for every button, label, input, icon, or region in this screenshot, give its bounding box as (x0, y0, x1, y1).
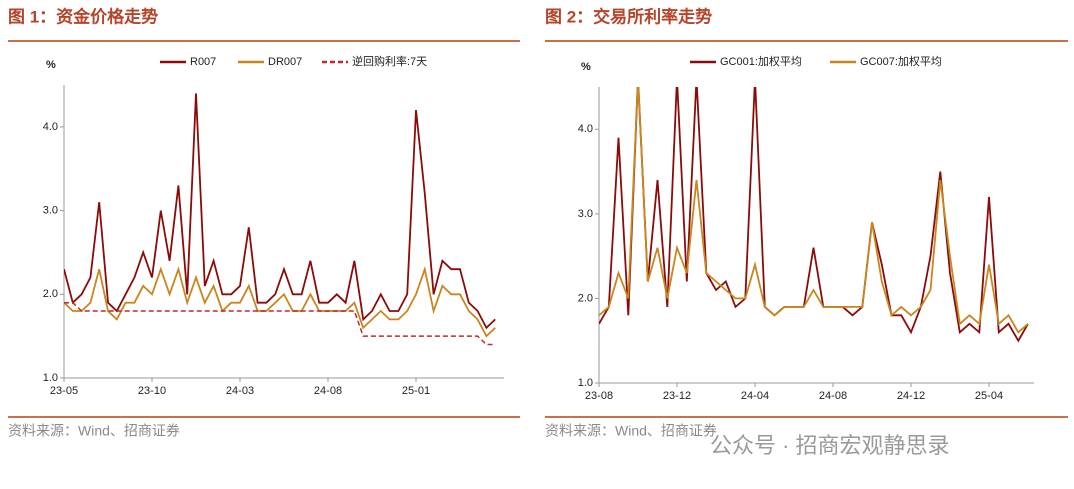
x-tick-label: 24-03 (226, 385, 254, 397)
y-tick-label: 4.0 (43, 121, 58, 133)
x-tick-label: 23-12 (663, 390, 691, 402)
x-tick-label: 25-01 (402, 385, 430, 397)
x-tick-label: 24-04 (741, 390, 769, 402)
legend-label: 逆回购利率:7天 (352, 54, 427, 68)
series-line (64, 265, 496, 338)
y-tick-label: 2.0 (578, 292, 593, 304)
y-tick-label: 1.0 (578, 377, 593, 389)
source: 资料来源：Wind、招商证券 (545, 423, 717, 439)
y-tick-label: 2.0 (43, 288, 58, 300)
legend-label: R007 (190, 56, 216, 68)
y-tick-label: 3.0 (43, 204, 58, 216)
x-tick-label: 24-12 (897, 390, 925, 402)
series-line (64, 301, 496, 346)
x-tick-label: 23-08 (585, 390, 613, 402)
x-tick-label: 25-04 (975, 390, 1003, 402)
y-axis-unit: % (46, 59, 56, 71)
y-axis-unit: % (581, 61, 591, 73)
x-tick-label: 23-05 (50, 385, 78, 397)
legend-label: DR007 (268, 56, 302, 68)
watermark: 公众号 · 招商宏观静思录 (710, 433, 950, 458)
y-tick-label: 1.0 (43, 372, 58, 384)
y-tick-label: 4.0 (578, 123, 593, 135)
series-line (599, 87, 1029, 334)
source: 资料来源：Wind、招商证券 (8, 423, 180, 439)
series-line (599, 87, 1029, 343)
chart-title: 图 1：资金价格走势 (8, 6, 158, 26)
x-tick-label: 24-08 (819, 390, 847, 402)
x-tick-label: 23-10 (138, 385, 166, 397)
chart-title: 图 2：交易所利率走势 (545, 6, 712, 26)
x-tick-label: 24-08 (314, 385, 342, 397)
legend-label: GC001:加权平均 (720, 55, 802, 68)
legend-label: GC007:加权平均 (860, 55, 942, 68)
y-tick-label: 3.0 (578, 208, 593, 220)
series-line (64, 93, 496, 330)
